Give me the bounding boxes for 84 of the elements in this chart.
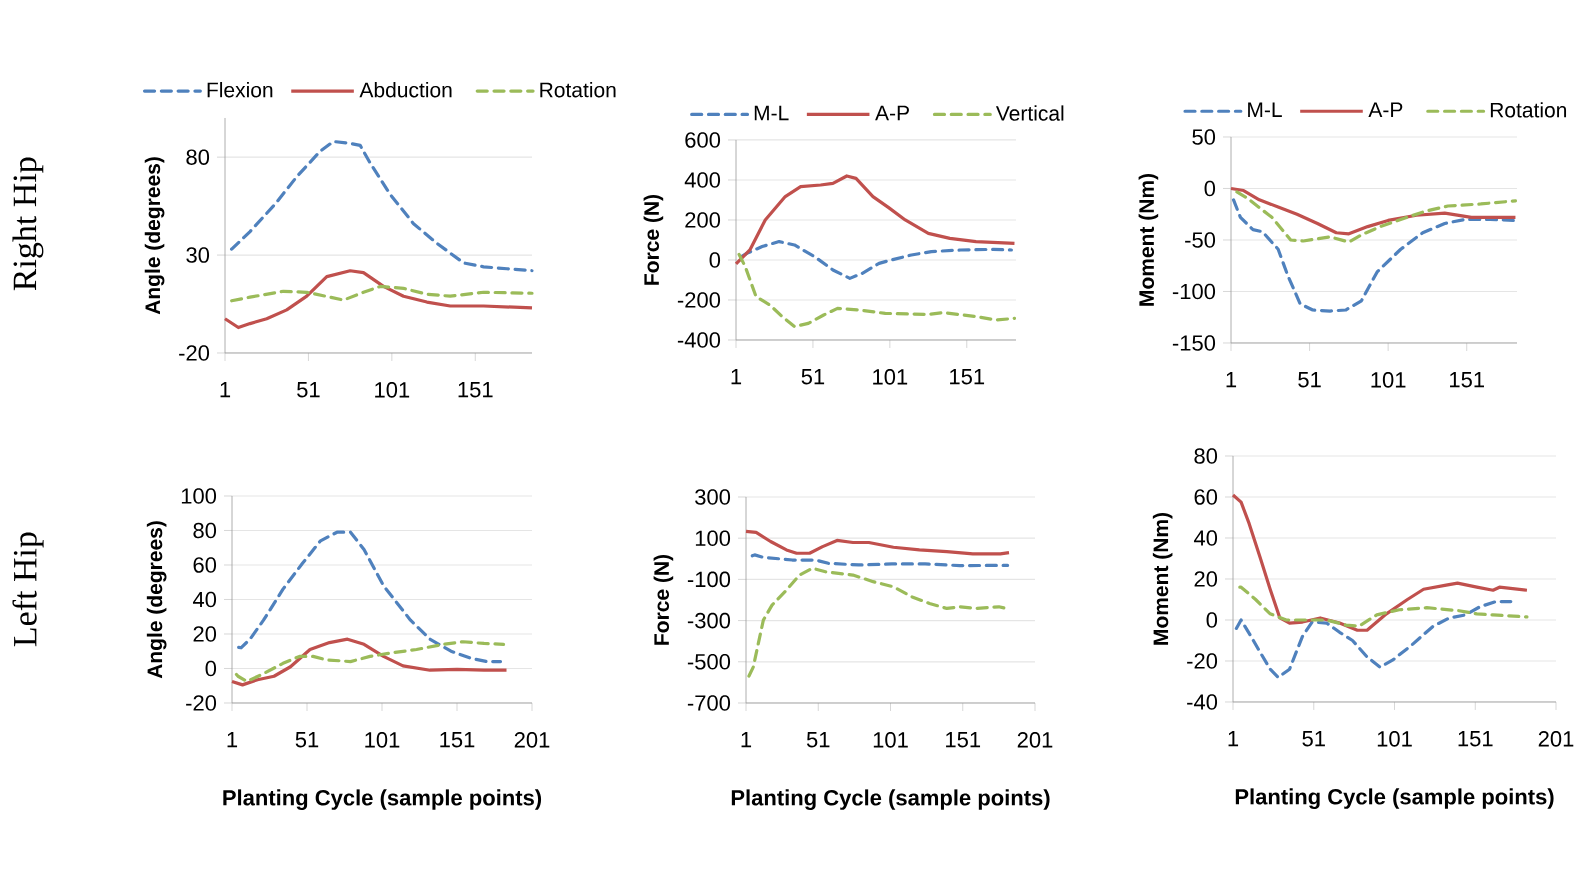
y-tick-label: 80 bbox=[1194, 448, 1218, 464]
x-tick-label: 151 bbox=[458, 382, 493, 398]
y-tick-label: -50 bbox=[1185, 232, 1216, 248]
x-tick-label: 101 bbox=[873, 369, 908, 385]
y-tick-label: 20 bbox=[193, 626, 217, 642]
y-axis-title: Moment (Nm) bbox=[1152, 513, 1173, 645]
y-axis-title: Angle (degrees) bbox=[144, 157, 165, 315]
y-tick-label: 0 bbox=[709, 252, 721, 268]
x-tick-label: 101 bbox=[1377, 731, 1412, 747]
x-axis-title: Planting Cycle (sample points) bbox=[731, 789, 1050, 810]
x-tick-label: 151 bbox=[1458, 731, 1493, 747]
x-tick-label: 51 bbox=[1298, 372, 1321, 388]
y-tick-label: 200 bbox=[685, 212, 721, 228]
legend-label: Vertical bbox=[995, 105, 1064, 121]
y-tick-label: 300 bbox=[695, 489, 731, 505]
y-axis-title: Force (N) bbox=[653, 554, 674, 645]
x-tick-label: 51 bbox=[297, 382, 320, 398]
y-tick-label: 80 bbox=[186, 149, 210, 165]
y-tick-label: -300 bbox=[687, 612, 731, 629]
y-tick-label: 400 bbox=[684, 172, 721, 188]
text: Left Hip bbox=[12, 532, 44, 647]
y-tick-label: 60 bbox=[1194, 489, 1218, 505]
x-tick-label: 1 bbox=[741, 732, 752, 748]
x-tick-label: 201 bbox=[1538, 731, 1574, 747]
legend-label: Rotation bbox=[540, 81, 616, 98]
x-tick-label: 51 bbox=[295, 732, 319, 748]
y-tick-label: -700 bbox=[687, 695, 731, 711]
text: Right Hip bbox=[12, 157, 44, 291]
x-tick-label: 51 bbox=[1302, 731, 1325, 747]
y-tick-label: -150 bbox=[1172, 335, 1216, 351]
y-tick-label: 100 bbox=[695, 530, 731, 546]
y-tick-label: 0 bbox=[1204, 180, 1216, 197]
x-tick-label: 1 bbox=[1228, 731, 1239, 747]
y-axis-title: Force (N) bbox=[643, 194, 664, 285]
y-tick-label: -40 bbox=[1187, 694, 1218, 710]
x-tick-label: 1 bbox=[220, 382, 231, 398]
x-axis-title: Planting Cycle (sample points) bbox=[1235, 788, 1554, 809]
y-tick-label: -100 bbox=[687, 571, 731, 588]
y-tick-label: 20 bbox=[1194, 571, 1218, 587]
y-tick-label: -20 bbox=[1187, 653, 1218, 669]
y-tick-label: -500 bbox=[687, 654, 731, 670]
x-tick-label: 101 bbox=[375, 382, 410, 398]
legend-label: A-P bbox=[875, 105, 909, 121]
x-axis-title: Planting Cycle (sample points) bbox=[223, 789, 542, 810]
x-tick-label: 101 bbox=[1371, 372, 1406, 388]
legend-label: Flexion bbox=[207, 81, 273, 98]
line-series bbox=[223, 269, 534, 330]
y-tick-label: -20 bbox=[179, 345, 210, 361]
y-tick-label: 80 bbox=[193, 522, 217, 539]
y-tick-label: -20 bbox=[186, 695, 217, 711]
y-tick-label: 40 bbox=[192, 591, 217, 608]
y-tick-label: -200 bbox=[677, 292, 721, 308]
legend-label: A-P bbox=[1368, 102, 1403, 117]
x-tick-label: 1 bbox=[227, 732, 238, 748]
y-axis-title: Angle (degrees) bbox=[146, 521, 167, 679]
x-tick-label: 101 bbox=[873, 732, 908, 748]
y-tick-label: -100 bbox=[1172, 283, 1216, 300]
x-tick-label: 151 bbox=[950, 369, 985, 385]
x-tick-label: 51 bbox=[806, 732, 830, 748]
legend-label: M-L bbox=[754, 105, 789, 121]
x-tick-label: 1 bbox=[1226, 372, 1237, 388]
x-tick-label: 151 bbox=[440, 732, 475, 748]
x-tick-label: 201 bbox=[514, 732, 550, 748]
legend-label: M-L bbox=[1248, 102, 1282, 117]
y-tick-label: 0 bbox=[1206, 612, 1218, 628]
line-series bbox=[734, 174, 1017, 266]
legend-label: Abduction bbox=[359, 81, 452, 98]
y-tick-label: 50 bbox=[1192, 129, 1216, 145]
line-series bbox=[744, 529, 1011, 556]
y-tick-label: 30 bbox=[186, 247, 210, 263]
y-tick-label: 60 bbox=[193, 557, 217, 573]
y-tick-label: 0 bbox=[205, 660, 217, 677]
x-tick-label: 201 bbox=[1017, 732, 1053, 748]
y-tick-label: 100 bbox=[181, 488, 217, 504]
y-tick-label: 600 bbox=[685, 132, 721, 148]
x-tick-label: 151 bbox=[1450, 372, 1484, 388]
y-axis-title: Moment (Nm) bbox=[1138, 174, 1159, 306]
legend-label: Rotation bbox=[1490, 102, 1567, 118]
x-tick-label: 1 bbox=[731, 369, 742, 385]
x-tick-label: 101 bbox=[365, 732, 400, 748]
x-tick-label: 151 bbox=[946, 732, 981, 748]
y-tick-label: -400 bbox=[677, 332, 721, 348]
y-tick-label: 40 bbox=[1193, 530, 1218, 546]
x-tick-label: 51 bbox=[801, 369, 825, 385]
